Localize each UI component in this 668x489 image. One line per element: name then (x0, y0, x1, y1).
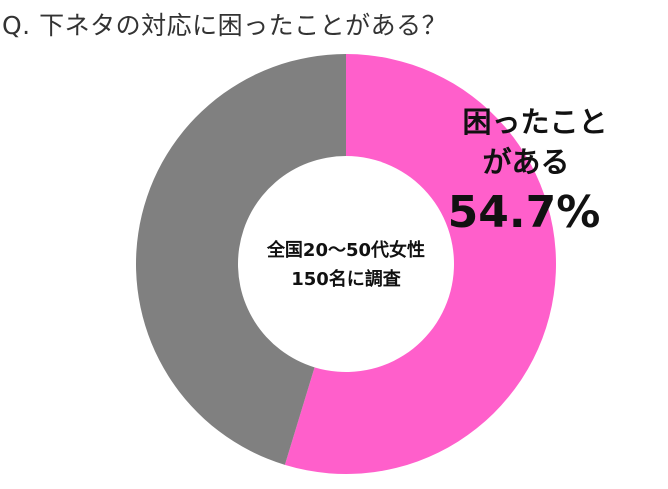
slice-label-yes-value: 54.7% (447, 187, 601, 238)
survey-note-line1: 全国20～50代女性 (266, 240, 426, 261)
slice-label-yes-line2: がある (482, 145, 570, 179)
slice-label-yes-line1: 困ったこと (462, 105, 608, 139)
slice-label-yes: 困ったこと がある 54.7% (430, 102, 640, 244)
slice-other (135, 54, 346, 465)
slice-yes (284, 54, 556, 474)
survey-note: 全国20～50代女性 150名に調査 (236, 236, 456, 294)
chart-title: Q. 下ネタの対応に困ったことがある？ (2, 11, 448, 40)
survey-note-line2: 150名に調査 (291, 269, 401, 290)
